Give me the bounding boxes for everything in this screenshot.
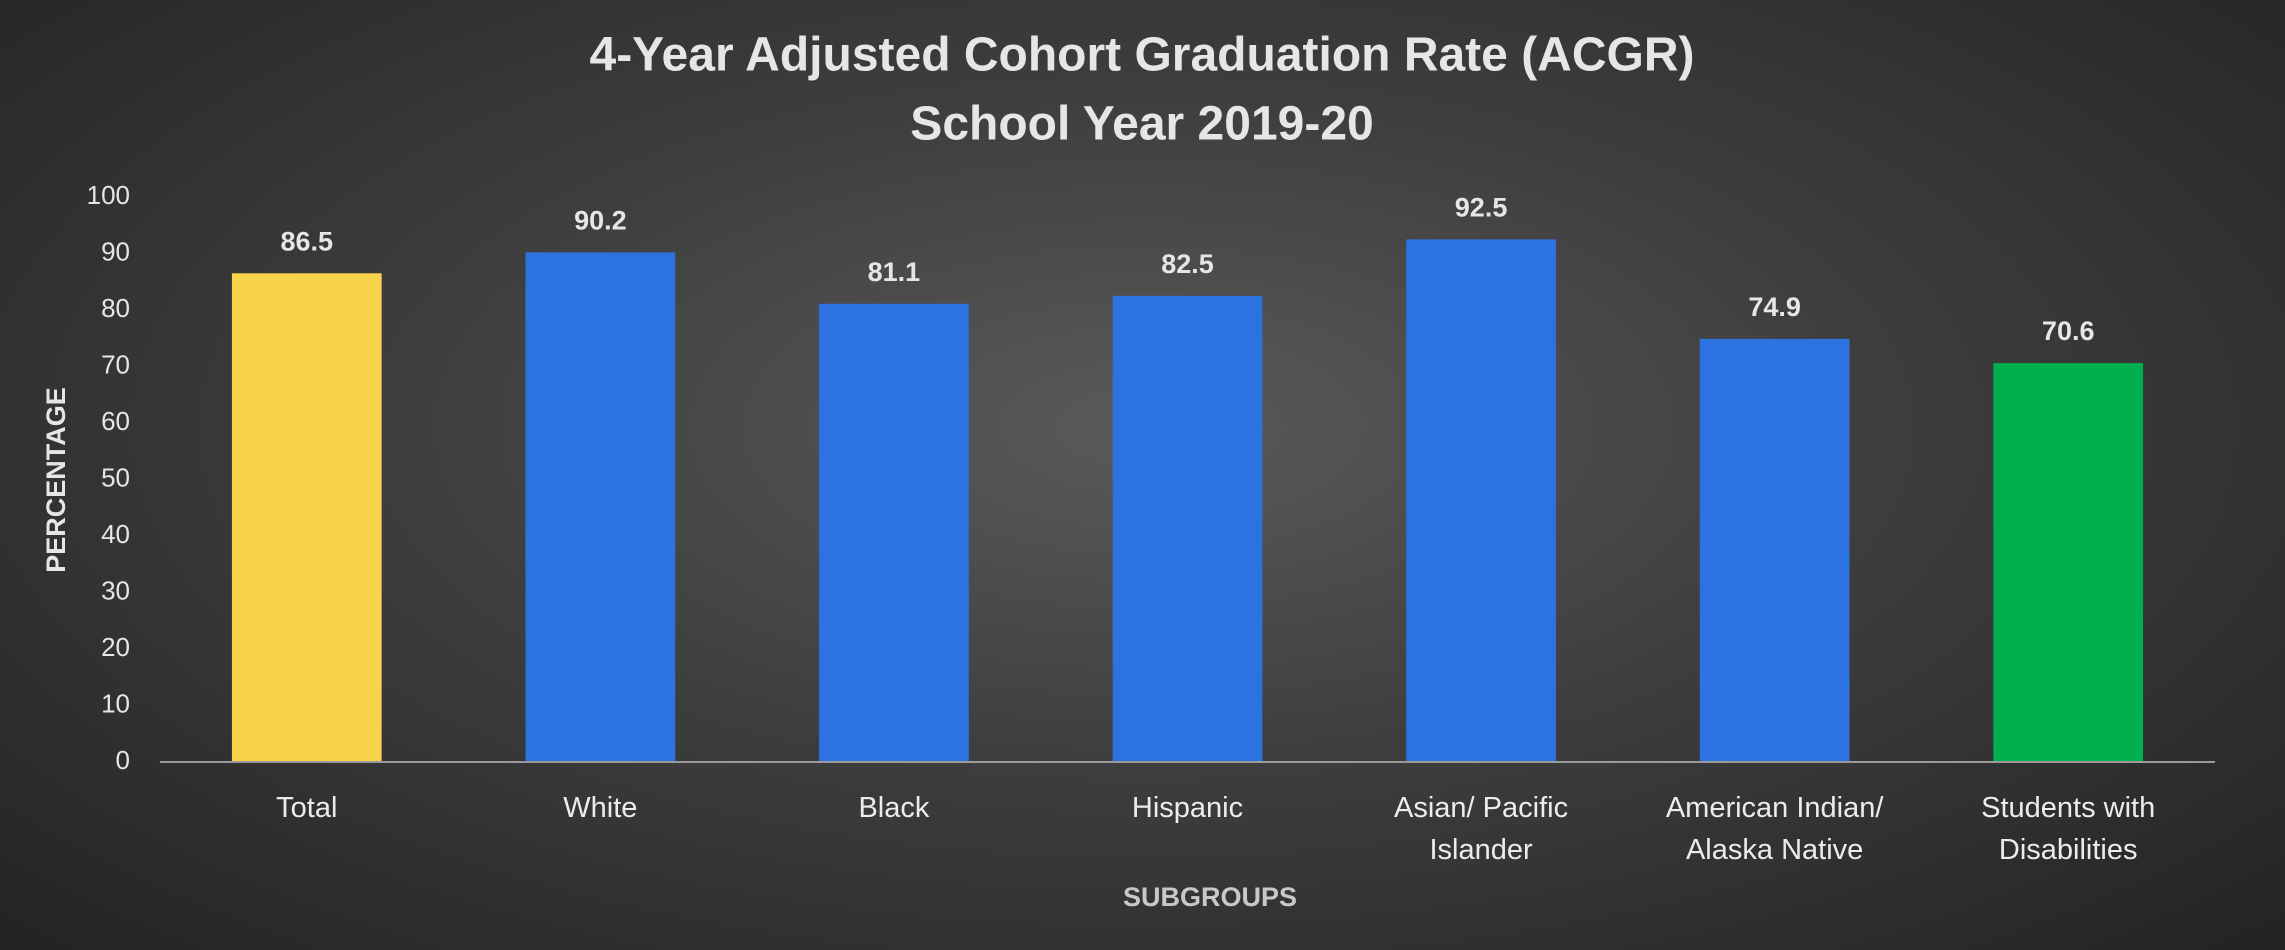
bar — [1406, 239, 1556, 762]
bar — [1112, 295, 1263, 762]
bar — [1993, 363, 2144, 762]
data-label: 74.9 — [1748, 292, 1801, 322]
data-label: 90.2 — [574, 205, 627, 235]
bar — [819, 303, 969, 762]
y-axis-label: PERCENTAGE — [41, 387, 71, 573]
x-axis-label: SUBGROUPS — [1123, 882, 1297, 912]
y-tick-label: 50 — [101, 462, 130, 492]
data-label: 82.5 — [1161, 249, 1214, 279]
x-tick-label: White — [563, 792, 638, 824]
bar — [231, 273, 382, 762]
data-label: 92.5 — [1455, 193, 1508, 223]
x-tick-label: American Indian/ Alaska Native — [1665, 792, 1884, 866]
y-tick-label: 100 — [87, 180, 130, 210]
y-tick-label: 0 — [116, 745, 130, 775]
chart-title: 4-Year Adjusted Cohort Graduation Rate (… — [590, 29, 1695, 82]
data-label: 70.6 — [2042, 316, 2095, 346]
y-tick-label: 70 — [101, 349, 130, 379]
bar — [525, 252, 676, 762]
x-tick-label: Black — [858, 792, 930, 824]
x-tick-label: Hispanic — [1131, 792, 1244, 824]
x-tick-label: Total — [276, 792, 338, 824]
y-tick-label: 10 — [101, 688, 130, 718]
y-tick-label: 60 — [101, 406, 130, 436]
chart-subtitle: School Year 2019-20 — [910, 98, 1373, 151]
y-tick-label: 80 — [101, 293, 130, 323]
bar — [1699, 338, 1850, 762]
x-tick-label: Asian/ Pacific Islander — [1394, 792, 1569, 866]
data-label: 86.5 — [281, 226, 334, 256]
y-tick-label: 30 — [101, 575, 130, 605]
data-label: 81.1 — [868, 257, 921, 287]
y-tick-label: 40 — [101, 519, 130, 549]
x-tick-label: Students with Disabilities — [1981, 792, 2156, 866]
y-tick-label: 20 — [101, 632, 130, 662]
y-tick-label: 90 — [101, 236, 130, 266]
